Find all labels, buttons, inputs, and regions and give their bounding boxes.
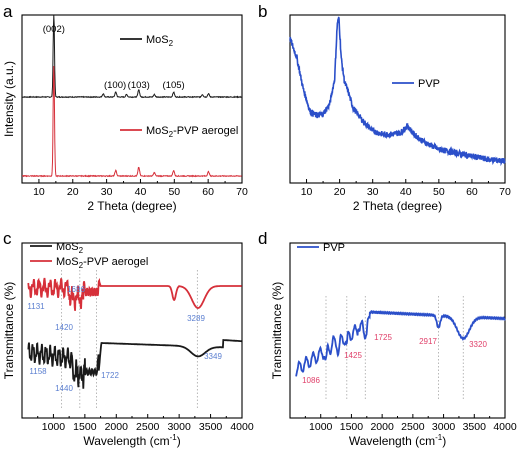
- y-axis-label: Intensity (a.u.): [2, 61, 16, 137]
- text-part: PVP: [418, 78, 440, 90]
- x-tick-label: 70: [499, 186, 511, 198]
- x-tick-label: 60: [466, 186, 478, 198]
- legend-mos2-text: MoS2: [56, 241, 84, 255]
- x-tick-label: 3500: [199, 421, 223, 433]
- text-part: MoS: [56, 256, 79, 268]
- panel-label-a: a: [3, 2, 13, 21]
- text-part: MoS: [146, 34, 169, 46]
- plot-frame: [289, 14, 506, 184]
- annotation-label: 1722: [101, 371, 119, 380]
- y-axis-label: Transmittance (%): [2, 282, 16, 380]
- x-tick-label: 3000: [167, 421, 191, 433]
- text-part: ): [177, 434, 181, 448]
- series-line-mos2-pvp-aerogel: [27, 277, 242, 311]
- annotation-label: 1158: [29, 367, 47, 376]
- x-tick-label: 60: [202, 186, 214, 198]
- x-tick-label: 2500: [136, 421, 160, 433]
- x-tick-label: 2500: [401, 421, 425, 433]
- x-tick-label: 2000: [105, 421, 129, 433]
- annotation-label: 1131: [27, 302, 45, 311]
- text-part: -PVP aerogel: [173, 125, 238, 137]
- legend-mos2-text: MoS2: [146, 34, 174, 48]
- peak-label: (100): [104, 80, 126, 91]
- text-part: ): [442, 434, 446, 448]
- series-line-mos2: [27, 339, 242, 389]
- x-tick-label: 1500: [340, 421, 364, 433]
- annotation-label: 1440: [55, 384, 73, 393]
- text-part: 2 Theta (degree): [353, 199, 442, 213]
- panel-d-pvp-ftir-chart: 1000 1500 2000 2500 3000 3500 4000 Wavelength (…: [270, 242, 517, 448]
- text-part: -1: [435, 433, 443, 442]
- annotation-label: 2917: [419, 337, 437, 346]
- panel-label-d: d: [258, 229, 267, 248]
- x-tick-label: 3500: [463, 421, 487, 433]
- peak-label: (002): [43, 24, 65, 35]
- annotation-label: 3349: [204, 352, 222, 361]
- text-part: Wavelength (cm: [349, 434, 435, 448]
- text-part: MoS: [56, 241, 79, 253]
- x-tick-label: 2000: [370, 421, 394, 433]
- text-part: -PVP aerogel: [83, 256, 148, 268]
- x-tick-label: 40: [135, 186, 147, 198]
- x-tick-label: 1000: [42, 421, 66, 433]
- plot-frame: [289, 242, 506, 419]
- x-tick-label: 3000: [432, 421, 456, 433]
- legend-pvp-text: PVP: [323, 242, 345, 254]
- text-part: -1: [170, 433, 178, 442]
- annotation-label: 1725: [374, 333, 392, 342]
- x-tick-label: 1000: [309, 421, 333, 433]
- annotation-label: 1420: [55, 323, 73, 332]
- annotation-label: 3289: [187, 314, 205, 323]
- panel-a-xrd-chart: 10 20 30 40 50 60 70 2 Theta (degree) Intensity …: [2, 14, 248, 213]
- x-tick-label: 1500: [73, 421, 97, 433]
- x-tick-label: 20: [334, 186, 346, 198]
- text-part: 2: [169, 39, 174, 48]
- text-part: MoS: [146, 125, 169, 137]
- panel-c-ftir-chart: 1000 1500 2000 2500 3000 3500 4000 Wavelength (…: [2, 241, 254, 448]
- x-tick-label: 30: [367, 186, 379, 198]
- text-part: 2: [169, 130, 174, 139]
- text-part: 2 Theta (degree): [87, 199, 176, 213]
- x-tick-label: 20: [67, 186, 79, 198]
- text-part: Wavelength (cm: [83, 434, 169, 448]
- x-tick-label: 50: [168, 186, 180, 198]
- annotation-label: 1425: [344, 351, 362, 360]
- annotation-label: 1686: [67, 285, 85, 294]
- x-tick-label: 40: [400, 186, 412, 198]
- y-axis-label: Transmittance (%): [270, 282, 284, 380]
- panel-label-c: c: [3, 229, 12, 248]
- series-line-pvp: [295, 309, 506, 377]
- plot-frame: [21, 14, 243, 184]
- x-tick-label: 4000: [230, 421, 254, 433]
- text-part: PVP: [323, 242, 345, 254]
- series-line-mos2: [22, 15, 242, 99]
- text-part: 2: [79, 261, 84, 270]
- x-tick-label: 10: [301, 186, 313, 198]
- series-line-pvp: [289, 16, 506, 167]
- peak-label: (103): [128, 80, 150, 91]
- x-tick-label: 30: [101, 186, 113, 198]
- x-tick-label: 70: [236, 186, 248, 198]
- legend-mos2-pvp-aerogel-text: MoS2-PVP aerogel: [56, 256, 148, 270]
- x-tick-label: 10: [33, 186, 45, 198]
- peak-label: (105): [163, 80, 185, 91]
- annotation-label: 3320: [469, 340, 487, 349]
- x-tick-label: 50: [433, 186, 445, 198]
- series-line-mos2-pvp-aerogel: [22, 65, 242, 178]
- x-axis-label: Wavelength (cm-1): [83, 433, 180, 448]
- panel-label-b: b: [258, 2, 267, 21]
- text-part: 2: [79, 246, 84, 255]
- legend-pvp-text: PVP: [418, 78, 440, 90]
- x-axis-label: Wavelength (cm-1): [349, 433, 446, 448]
- x-axis-label: 2 Theta (degree): [353, 199, 442, 213]
- x-tick-label: 4000: [493, 421, 517, 433]
- panel-b-pvp-xrd-chart: 10 20 30 40 50 60 70 2 Theta (degree) PVP: [289, 14, 511, 213]
- x-axis-label: 2 Theta (degree): [87, 199, 176, 213]
- annotation-label: 1086: [302, 376, 320, 385]
- legend-mos2-pvp-aerogel-text: MoS2-PVP aerogel: [146, 125, 238, 139]
